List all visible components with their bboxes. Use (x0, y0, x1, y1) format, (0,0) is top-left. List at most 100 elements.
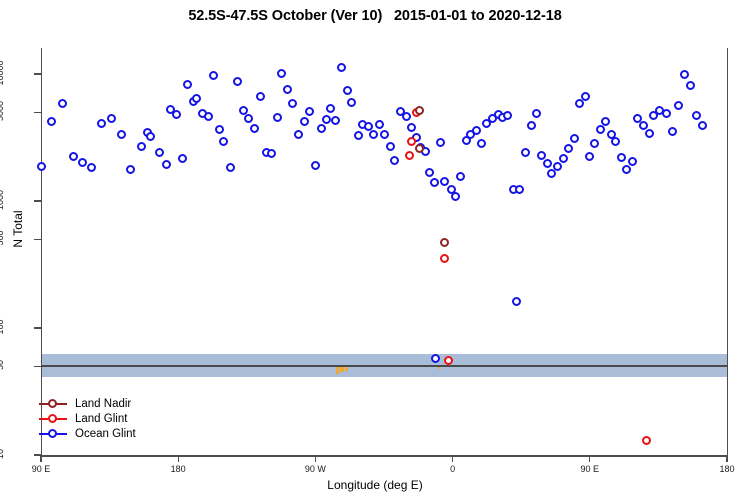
legend-label: Land Glint (75, 412, 128, 425)
data-point-glint (641, 436, 651, 446)
data-point-ocean (126, 165, 136, 175)
data-point-ocean (161, 160, 171, 170)
y-tick-mark (34, 454, 41, 456)
data-point-ocean (347, 97, 357, 107)
data-point-ocean (477, 139, 487, 149)
y-tick-label: 10 (0, 449, 5, 460)
data-point-ocean (326, 104, 336, 114)
data-point-ocean (166, 104, 176, 114)
data-point-ocean (272, 112, 282, 122)
data-point-ocean (542, 158, 552, 168)
x-tick-label: 90 W (304, 464, 326, 474)
data-point-ocean (374, 120, 384, 130)
data-point-ocean (481, 118, 491, 128)
legend-marker-ocean-icon (37, 427, 69, 440)
data-point-nadir (414, 143, 424, 153)
orange-artifact-marker (336, 367, 339, 375)
legend-marker-nadir-icon (37, 397, 69, 410)
data-point-ocean (283, 84, 293, 94)
data-point-ocean (649, 111, 659, 121)
data-point-ocean (208, 71, 218, 81)
data-point-ocean (172, 109, 182, 119)
data-point-ocean (585, 151, 595, 161)
data-point-ocean (580, 92, 590, 102)
data-point-ocean (440, 177, 450, 187)
data-point-ocean (310, 161, 320, 171)
x-axis-label: Longitude (deg E) (327, 478, 423, 492)
y-tick-mark (34, 200, 41, 202)
data-point-ocean (527, 120, 537, 130)
legend-label: Land Nadir (75, 397, 132, 410)
x-tick-label: 90 E (580, 464, 600, 474)
data-point-ocean (97, 119, 107, 129)
x-tick-mark (726, 456, 728, 462)
x-tick-mark (177, 456, 179, 462)
data-point-ocean (425, 168, 435, 178)
y-tick-label: 1000 (0, 189, 5, 210)
data-point-ocean (304, 106, 314, 116)
legend-item-ocean[interactable]: Ocean Glint (37, 426, 184, 441)
data-point-ocean (336, 62, 346, 72)
data-point-ocean (406, 123, 416, 133)
data-point-ocean (472, 126, 482, 136)
data-point-ocean (621, 165, 631, 175)
data-point-ocean (146, 131, 156, 141)
data-point-ocean (219, 136, 229, 146)
data-point-ocean (68, 152, 78, 162)
data-point-ocean (342, 86, 352, 96)
legend: Land Nadir Land Glint Ocean Glint (33, 393, 188, 445)
data-point-ocean (266, 148, 276, 158)
data-point-ocean (502, 111, 512, 121)
data-point-ocean (233, 77, 243, 87)
data-point-nadir (414, 105, 424, 115)
data-point-ocean (661, 109, 671, 119)
x-tick-mark (451, 456, 454, 462)
data-point-ocean (553, 161, 563, 171)
y-tick-label: 100 (0, 319, 5, 335)
x-tick-label: 0 (450, 464, 456, 474)
data-point-ocean (570, 133, 580, 143)
data-point-ocean (679, 69, 689, 79)
axis-right-spine (727, 48, 728, 455)
y-tick-mark (34, 73, 41, 75)
y-tick-mark (34, 111, 41, 113)
data-point-ocean (627, 157, 637, 167)
data-point-ocean (249, 124, 259, 134)
data-point-ocean (685, 81, 695, 91)
data-point-ocean (617, 153, 627, 163)
y-tick-mark (34, 238, 41, 240)
data-point-ocean (515, 185, 525, 195)
data-point-ocean (368, 130, 378, 140)
data-point-ocean (214, 125, 224, 135)
data-point-ocean (559, 154, 569, 164)
data-point-ocean (667, 127, 677, 137)
legend-item-nadir[interactable]: Land Nadir (37, 396, 184, 411)
data-point-ocean (451, 192, 461, 202)
y-tick-label: 10000 (0, 60, 5, 86)
data-point-ocean (77, 157, 87, 167)
data-point-ocean (155, 148, 165, 158)
legend-item-glint[interactable]: Land Glint (37, 411, 184, 426)
data-point-ocean (225, 162, 235, 172)
data-point-ocean (117, 130, 127, 140)
data-point-ocean (595, 124, 605, 134)
data-point-ocean (563, 144, 573, 154)
data-point-ocean (429, 178, 439, 188)
data-point-ocean (137, 142, 147, 152)
data-point-ocean (547, 169, 557, 179)
data-point-ocean (536, 150, 546, 160)
data-point-ocean (606, 129, 616, 139)
orange-artifact-marker (345, 367, 348, 372)
data-point-ocean (256, 91, 266, 101)
data-point-ocean (294, 129, 304, 139)
data-point-ocean (644, 128, 654, 138)
threshold-line (42, 365, 727, 367)
data-point-nadir (440, 238, 450, 248)
data-point-ocean (446, 185, 456, 195)
data-point-ocean (316, 123, 326, 133)
data-point-glint (443, 356, 453, 366)
data-point-ocean (396, 107, 406, 117)
data-point-ocean (277, 68, 287, 78)
data-point-ocean (455, 171, 465, 181)
